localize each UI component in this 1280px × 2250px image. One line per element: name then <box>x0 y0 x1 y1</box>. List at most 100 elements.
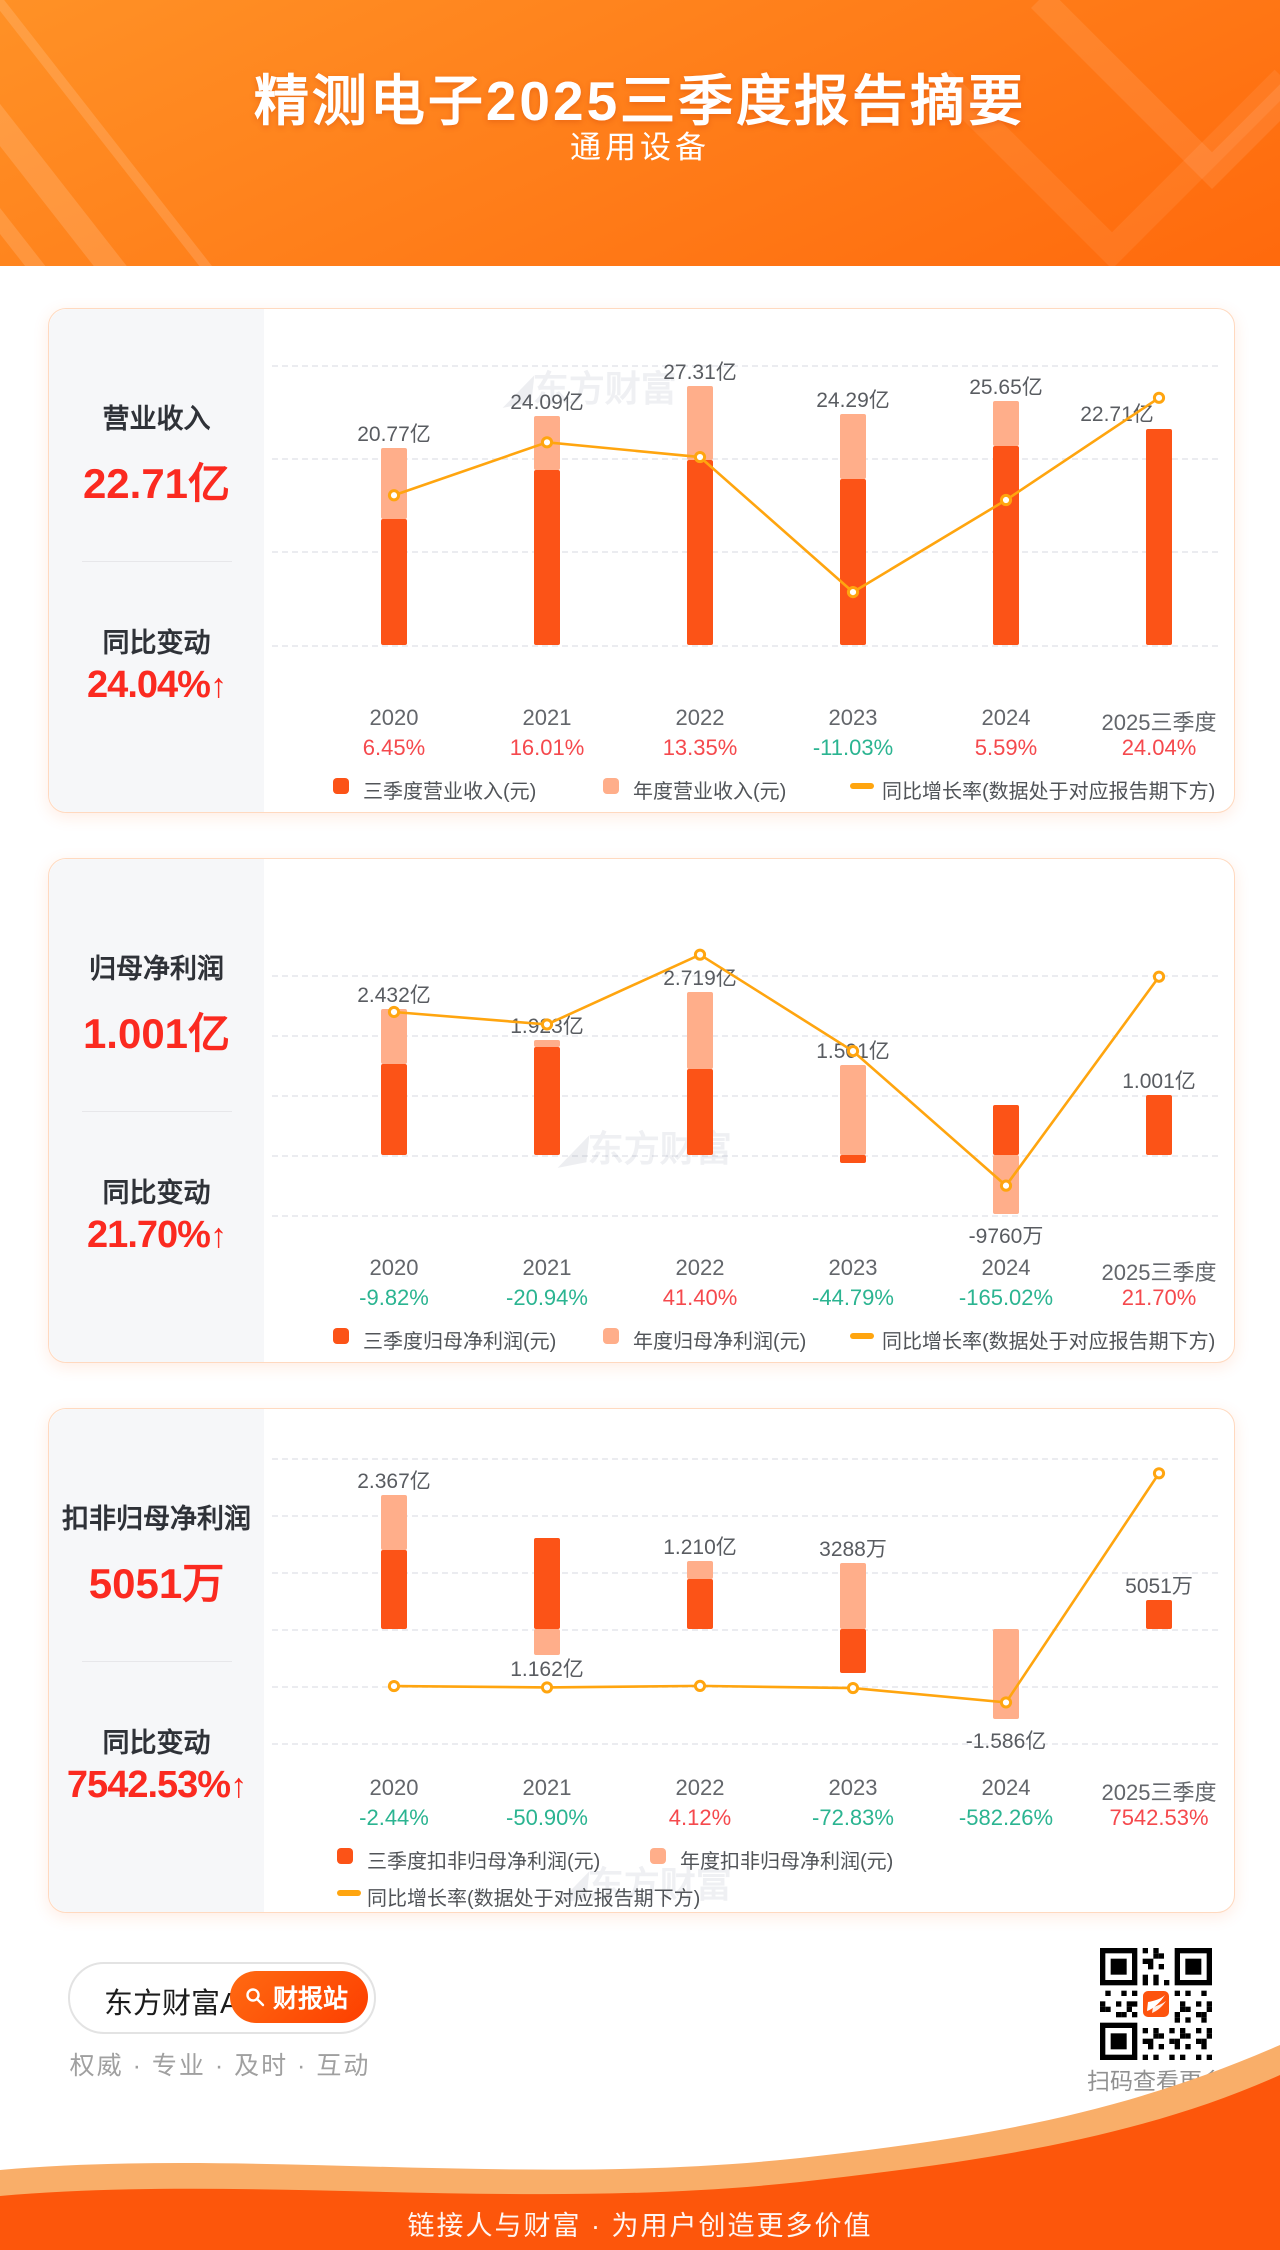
bar-value-label: -1.586亿 <box>965 1729 1047 1753</box>
legend-line-swatch <box>337 1890 361 1896</box>
bar-value-label: 27.31亿 <box>663 360 737 384</box>
metric-value: 22.71亿 <box>82 460 231 507</box>
pct-label: 21.70% <box>1121 1285 1197 1310</box>
bar-value-label: 2.719亿 <box>663 966 737 990</box>
pct-label: 16.01% <box>509 735 585 760</box>
gridline <box>272 1572 1218 1574</box>
year-label: 2023 <box>828 1255 878 1280</box>
bar-q3-2020 <box>381 1064 407 1155</box>
bar-annual-2024 <box>993 1155 1019 1214</box>
gridline <box>272 1515 1218 1517</box>
pct-label: 13.35% <box>662 735 738 760</box>
gridline <box>272 458 1218 460</box>
growth-line <box>393 953 1161 1188</box>
bar-annual-2021 <box>534 416 560 471</box>
year-label: 2020 <box>369 1255 419 1280</box>
bar-annual-2020 <box>381 447 407 519</box>
year-label: 2020 <box>369 1775 419 1800</box>
year-label: 2022 <box>675 1255 725 1280</box>
change-value: 7542.53%↑ <box>66 1764 247 1806</box>
bar-annual-2023 <box>840 414 866 479</box>
growth-point <box>693 948 707 961</box>
growth-point <box>846 1681 860 1695</box>
pct-label: -72.83% <box>812 1805 894 1830</box>
panel-divider <box>82 561 232 562</box>
change-value: 24.04%↑ <box>87 664 227 706</box>
bar-value-label: 5051万 <box>1125 1575 1193 1599</box>
search-icon <box>246 1988 265 2007</box>
gridline <box>272 1629 1218 1631</box>
change-label: 同比变动 <box>102 628 211 658</box>
up-arrow-icon: ↑ <box>209 1217 227 1255</box>
bar-value-label: 1.923亿 <box>510 1014 584 1038</box>
bar-q3-2023 <box>840 1155 866 1164</box>
revenue-left-panel: 营业收入 22.71亿 同比变动 24.04%↑ <box>49 309 264 812</box>
page-subtitle: 通用设备 <box>570 130 710 165</box>
bar-value-label: 2.367亿 <box>357 1470 431 1494</box>
legend-swatch <box>333 778 349 794</box>
legend-label: 三季度营业收入(元) <box>363 781 537 803</box>
bar-annual-2021 <box>534 1629 560 1656</box>
change-label: 同比变动 <box>102 1178 211 1208</box>
legend-line-swatch <box>850 1333 874 1339</box>
year-label: 2021 <box>522 1255 572 1280</box>
metric-value: 1.001亿 <box>82 1010 231 1057</box>
growth-point <box>1152 1467 1166 1480</box>
bar-value-label: 24.29亿 <box>816 389 890 413</box>
up-arrow-icon: ↑ <box>209 667 227 705</box>
gridline <box>272 1095 1218 1097</box>
panel-divider <box>82 1661 232 1662</box>
panel-divider <box>82 1111 232 1112</box>
bar-q3-2024 <box>993 1105 1019 1155</box>
bar-annual-2023 <box>840 1064 866 1155</box>
bar-q3-2021 <box>534 1537 560 1629</box>
legend-swatch <box>337 1848 353 1864</box>
legend-label: 年度扣非归母净利润(元) <box>680 1851 894 1873</box>
app-promo-pill[interactable]: 东方财富APP 财报站 <box>68 1962 376 2034</box>
footer-slogan: 链接人与财富 · 为用户创造更多价值 <box>407 2211 873 2241</box>
bar-annual-2024 <box>993 1629 1019 1719</box>
bar-q3-2022 <box>687 1579 713 1629</box>
legend-label: 同比增长率(数据处于对应报告期下方) <box>882 1331 1216 1353</box>
bar-q3-2023 <box>840 1629 866 1674</box>
legend-swatch <box>650 1848 666 1864</box>
bar-annual-2022 <box>687 1560 713 1580</box>
app-tagline: 权威 · 专业 · 及时 · 互动 <box>69 2052 371 2080</box>
metric-value: 5051万 <box>88 1560 225 1607</box>
eastmoney-logo-icon <box>1141 1989 1171 2019</box>
year-label: 2024 <box>981 1255 1031 1280</box>
bar-annual-2020 <box>381 1009 407 1065</box>
bar-value-label: 22.71亿 <box>1080 403 1154 427</box>
growth-line <box>393 396 1160 594</box>
year-label: 2024 <box>981 1775 1031 1800</box>
net-profit-left-panel: 归母净利润 1.001亿 同比变动 21.70%↑ <box>49 859 264 1362</box>
qr-pattern <box>1100 1948 1212 2060</box>
pct-label: -44.79% <box>812 1285 894 1310</box>
bar-q3-2025三季度 <box>1146 1094 1172 1155</box>
gridline <box>272 645 1218 647</box>
bar-annual-2021 <box>534 1039 560 1047</box>
legend-swatch <box>603 1328 619 1344</box>
year-label: 2024 <box>981 705 1031 730</box>
qr-code <box>1100 1948 1212 2060</box>
bar-value-label: 1.501亿 <box>816 1039 890 1063</box>
bar-annual-2022 <box>687 385 713 460</box>
gridline <box>272 365 1218 367</box>
pct-label: -50.90% <box>506 1805 588 1830</box>
pct-label: 6.45% <box>362 735 426 760</box>
gridline <box>272 551 1218 553</box>
report-station-button[interactable]: 财报站 <box>229 1971 368 2023</box>
pct-label: -2.44% <box>359 1805 429 1830</box>
gridline <box>272 1035 1218 1037</box>
pct-label: -11.03% <box>812 735 894 760</box>
bar-value-label: 20.77亿 <box>357 422 431 446</box>
legend-label: 三季度归母净利润(元) <box>363 1331 557 1353</box>
gridline <box>272 1743 1218 1745</box>
bar-annual-2023 <box>840 1562 866 1629</box>
change-label: 同比变动 <box>102 1728 211 1758</box>
metric-label: 营业收入 <box>102 404 211 434</box>
pct-label: -165.02% <box>958 1285 1054 1310</box>
bar-value-label: 1.162亿 <box>510 1658 584 1682</box>
year-label: 2022 <box>675 1775 725 1800</box>
bar-value-label: -9760万 <box>968 1224 1044 1248</box>
